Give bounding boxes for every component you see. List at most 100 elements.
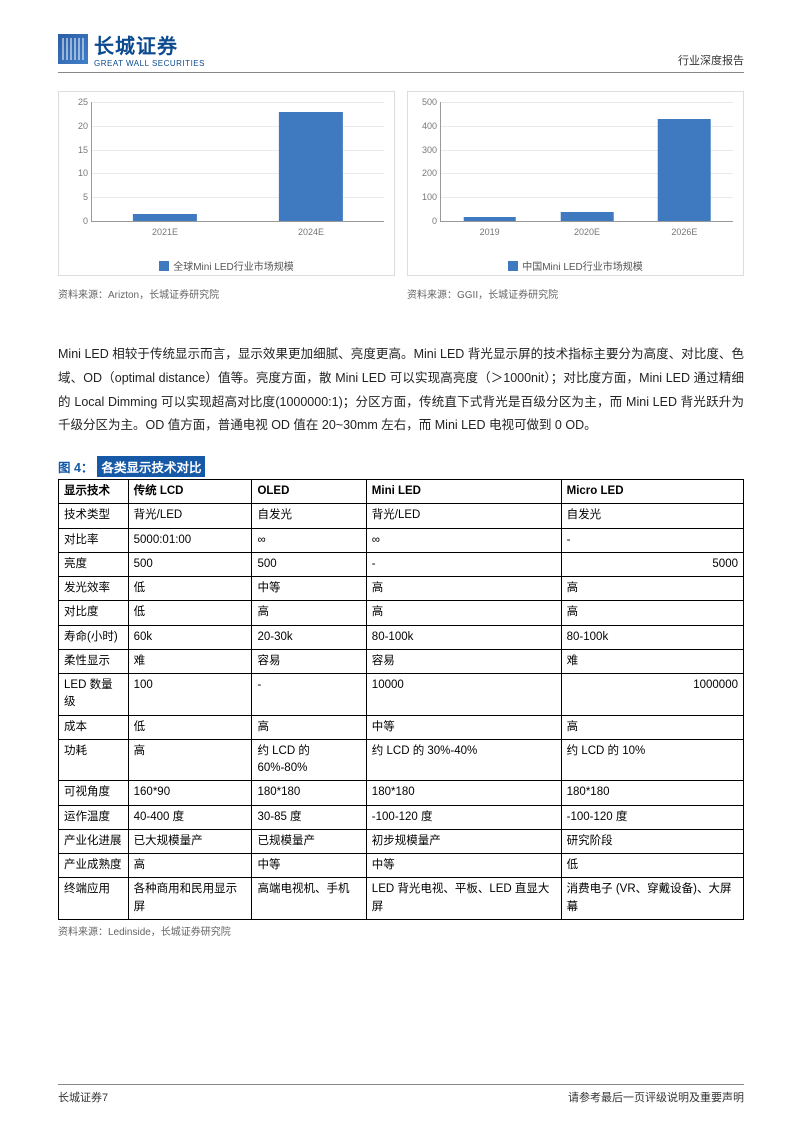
x-tick: 2020E: [574, 227, 600, 237]
table-row: 产业成熟度高中等中等低: [59, 854, 744, 878]
row-value-cell: 高: [366, 601, 561, 625]
page-footer: 长城证券7 请参考最后一页评级说明及重要声明: [58, 1084, 744, 1105]
bar: [463, 217, 516, 221]
row-value-cell: 180*180: [561, 781, 743, 805]
row-value-cell: 中等: [252, 854, 366, 878]
row-value-cell: 高: [128, 739, 252, 781]
company-name-en: GREAT WALL SECURITIES: [94, 59, 205, 68]
y-tick: 10: [66, 168, 88, 178]
y-tick: 0: [415, 216, 437, 226]
row-value-cell: 自发光: [252, 504, 366, 528]
row-value-cell: 容易: [366, 649, 561, 673]
bar: [133, 214, 197, 221]
table-header-cell: Mini LED: [366, 480, 561, 504]
row-key-cell: 终端应用: [59, 878, 129, 920]
row-key-cell: 产业化进展: [59, 829, 129, 853]
row-value-cell: 背光/LED: [366, 504, 561, 528]
row-key-cell: 功耗: [59, 739, 129, 781]
y-tick: 5: [66, 192, 88, 202]
footer-left: 长城证券7: [58, 1089, 108, 1105]
company-logo: 长城证券 GREAT WALL SECURITIES: [58, 30, 205, 68]
row-value-cell: 已规模量产: [252, 829, 366, 853]
row-value-cell: 低: [128, 715, 252, 739]
row-key-cell: 对比度: [59, 601, 129, 625]
table-header-cell: Micro LED: [561, 480, 743, 504]
row-value-cell: 高: [128, 854, 252, 878]
row-value-cell: 20-30k: [252, 625, 366, 649]
table-row: 成本低高中等高: [59, 715, 744, 739]
row-value-cell: 难: [128, 649, 252, 673]
row-key-cell: 技术类型: [59, 504, 129, 528]
row-value-cell: 160*90: [128, 781, 252, 805]
legend-swatch: [159, 261, 169, 271]
row-value-cell: 5000: [561, 552, 743, 576]
x-tick: 2024E: [298, 227, 324, 237]
chart-right-source: 资料来源：GGII，长城证券研究院: [407, 286, 744, 301]
y-tick: 400: [415, 121, 437, 131]
row-value-cell: 80-100k: [366, 625, 561, 649]
row-value-cell: 约 LCD 的 10%: [561, 739, 743, 781]
y-tick: 0: [66, 216, 88, 226]
row-value-cell: 180*180: [252, 781, 366, 805]
row-value-cell: 中等: [366, 854, 561, 878]
figure-label: 图 4：: [58, 457, 93, 476]
row-value-cell: 高: [561, 715, 743, 739]
row-value-cell: 高端电视机、手机: [252, 878, 366, 920]
row-value-cell: 难: [561, 649, 743, 673]
table-row: 柔性显示难容易容易难: [59, 649, 744, 673]
row-value-cell: 背光/LED: [128, 504, 252, 528]
row-value-cell: ∞: [252, 528, 366, 552]
row-value-cell: 已大规模量产: [128, 829, 252, 853]
row-value-cell: 1000000: [561, 674, 743, 716]
row-value-cell: LED 背光电视、平板、LED 直显大屏: [366, 878, 561, 920]
row-value-cell: 约 LCD 的 60%-80%: [252, 739, 366, 781]
table-row: 对比度低高高高: [59, 601, 744, 625]
row-key-cell: 寿命(小时): [59, 625, 129, 649]
row-value-cell: 容易: [252, 649, 366, 673]
figure4-title: 图 4： 各类显示技术对比: [58, 456, 744, 477]
row-value-cell: ∞: [366, 528, 561, 552]
y-tick: 200: [415, 168, 437, 178]
row-value-cell: 高: [366, 577, 561, 601]
y-tick: 100: [415, 192, 437, 202]
row-key-cell: 产业成熟度: [59, 854, 129, 878]
x-tick: 2019: [480, 227, 500, 237]
row-value-cell: 高: [252, 715, 366, 739]
x-tick: 2021E: [152, 227, 178, 237]
chart-right-area: 010020030040050020192020E2026E: [412, 98, 739, 248]
chart-left-source: 资料来源：Arizton，长城证券研究院: [58, 286, 395, 301]
chart-left-legend: 全球Mini LED行业市场规模: [63, 258, 390, 273]
row-value-cell: 低: [128, 577, 252, 601]
row-key-cell: 柔性显示: [59, 649, 129, 673]
row-value-cell: 500: [128, 552, 252, 576]
table-row: 可视角度160*90180*180180*180180*180: [59, 781, 744, 805]
y-tick: 15: [66, 145, 88, 155]
legend-label: 中国Mini LED行业市场规模: [522, 258, 643, 273]
table-header-cell: OLED: [252, 480, 366, 504]
table-row: 功耗高约 LCD 的 60%-80%约 LCD 的 30%-40%约 LCD 的…: [59, 739, 744, 781]
y-tick: 300: [415, 145, 437, 155]
row-value-cell: 500: [252, 552, 366, 576]
row-value-cell: 自发光: [561, 504, 743, 528]
row-value-cell: 高: [561, 577, 743, 601]
table-row: 亮度500500-5000: [59, 552, 744, 576]
row-value-cell: 消费电子 (VR、穿戴设备)、大屏幕: [561, 878, 743, 920]
table-header-cell: 传统 LCD: [128, 480, 252, 504]
row-value-cell: 初步规模量产: [366, 829, 561, 853]
row-value-cell: 高: [252, 601, 366, 625]
table-row: LED 数量级100-100001000000: [59, 674, 744, 716]
row-value-cell: 高: [561, 601, 743, 625]
row-value-cell: 40-400 度: [128, 805, 252, 829]
x-tick: 2026E: [671, 227, 697, 237]
row-value-cell: 中等: [252, 577, 366, 601]
chart-right: 010020030040050020192020E2026E 中国Mini LE…: [407, 91, 744, 276]
legend-label: 全球Mini LED行业市场规模: [173, 258, 294, 273]
bar: [279, 112, 343, 221]
row-value-cell: 低: [128, 601, 252, 625]
row-value-cell: -: [252, 674, 366, 716]
table-header-row: 显示技术传统 LCDOLEDMini LEDMicro LED: [59, 480, 744, 504]
row-value-cell: -100-120 度: [561, 805, 743, 829]
doc-type: 行业深度报告: [678, 52, 744, 68]
legend-swatch: [508, 261, 518, 271]
table-row: 运作温度40-400 度30-85 度-100-120 度-100-120 度: [59, 805, 744, 829]
